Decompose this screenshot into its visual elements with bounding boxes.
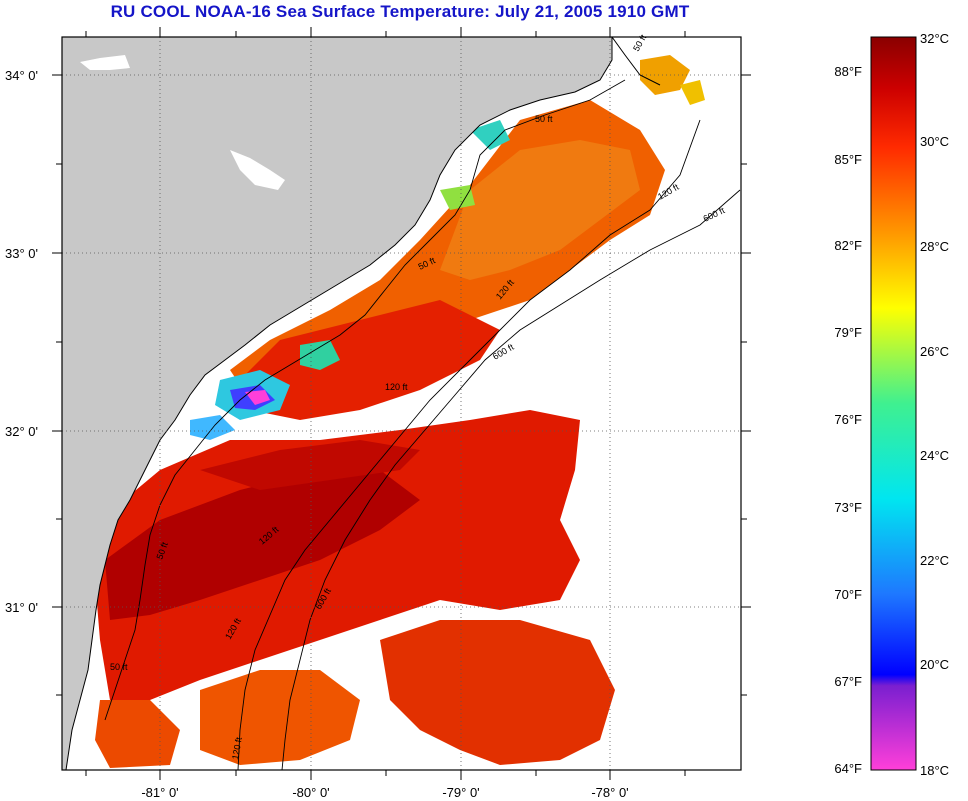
colorbar-f-label: 79°F <box>834 325 862 340</box>
colorbar-f-label: 64°F <box>834 761 862 776</box>
colorbar-c-label: 22°C <box>920 553 949 568</box>
colorbar-f-label: 70°F <box>834 587 862 602</box>
lat-label: 32° 0' <box>5 424 38 439</box>
colorbar-f-label: 73°F <box>834 500 862 515</box>
contour-label: 120 ft <box>385 382 408 392</box>
lon-label: -78° 0' <box>591 785 628 800</box>
lat-label: 31° 0' <box>5 600 38 615</box>
depth-contours <box>104 79 741 770</box>
contour-label: 50 ft <box>110 662 128 672</box>
lon-label: -80° 0' <box>292 785 329 800</box>
axis-ticks <box>52 27 751 780</box>
colorbar-c-label: 30°C <box>920 134 949 149</box>
colorbar-c-label: 18°C <box>920 763 949 778</box>
colorbar-f-label: 76°F <box>834 412 862 427</box>
lat-label: 34° 0' <box>5 68 38 83</box>
contour-label: 120 ft <box>230 736 244 760</box>
colorbar-c-label: 26°C <box>920 344 949 359</box>
colorbar-c-label: 20°C <box>920 657 949 672</box>
colorbar-f-label: 88°F <box>834 64 862 79</box>
contour-label: 50 ft <box>535 114 553 124</box>
colorbar-gradient <box>870 36 917 771</box>
lon-label: -79° 0' <box>442 785 479 800</box>
colorbar-f-label: 82°F <box>834 238 862 253</box>
colorbar-c-label: 24°C <box>920 448 949 463</box>
coastline <box>65 37 613 770</box>
map-frame <box>61 36 742 771</box>
colorbar-f-label: 67°F <box>834 674 862 689</box>
lat-label: 33° 0' <box>5 246 38 261</box>
map-title: RU COOL NOAA-16 Sea Surface Temperature:… <box>110 2 690 21</box>
colorbar-f-label: 85°F <box>834 152 862 167</box>
map-area <box>62 37 741 770</box>
color-scale-bar: 88°F 85°F 82°F 79°F 76°F 73°F 70°F 67°F … <box>834 31 949 778</box>
colorbar-c-label: 32°C <box>920 31 949 46</box>
colorbar-c-label: 28°C <box>920 239 949 254</box>
land-mass <box>62 37 612 770</box>
lon-label: -81° 0' <box>141 785 178 800</box>
